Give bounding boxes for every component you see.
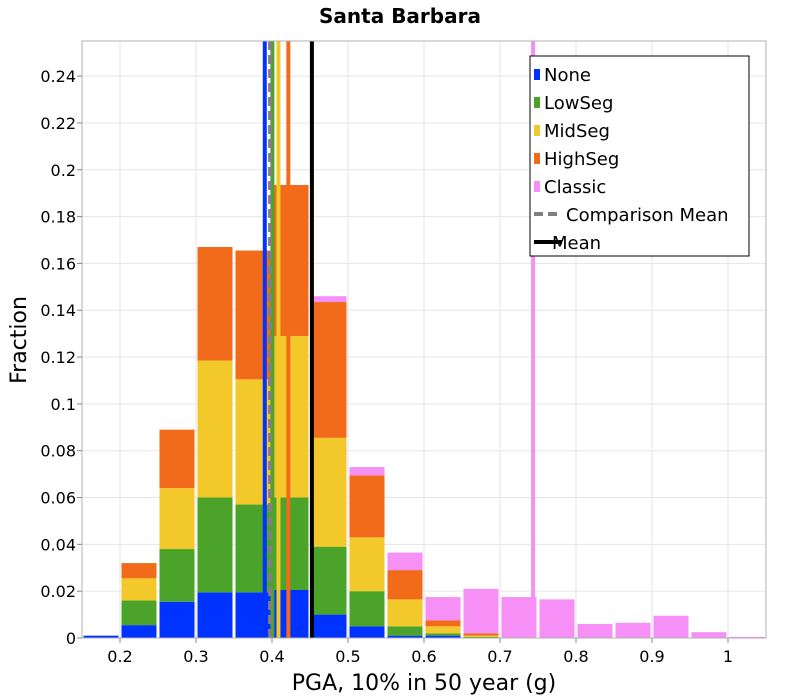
bar-classic-7 <box>349 467 385 476</box>
legend-label: Mean <box>552 233 601 254</box>
y-tick-label: 0.18 <box>40 208 76 227</box>
bar-lowseg-2 <box>159 549 195 602</box>
legend-swatch <box>534 97 540 108</box>
y-tick-label: 0.04 <box>40 535 76 554</box>
bar-none-3 <box>197 592 233 638</box>
bar-classic-12 <box>539 599 575 638</box>
y-axis-ticks: 0 0.02 0.04 0.06 0.08 0.1 0.12 0.14 0.16 0.18 0.2 0… <box>40 67 82 648</box>
bar-highseg-3 <box>197 247 233 361</box>
y-tick-label: 0.2 <box>51 161 76 180</box>
bar-midseg-3 <box>197 360 233 498</box>
y-tick-label: 0.02 <box>40 582 76 601</box>
bar-classic-15 <box>653 615 689 638</box>
bar-highseg-2 <box>159 429 195 489</box>
bar-lowseg-6 <box>311 546 347 615</box>
bar-lowseg-3 <box>197 497 233 593</box>
bar-midseg-2 <box>159 488 195 550</box>
y-tick-label: 0.16 <box>40 254 76 273</box>
legend-label: None <box>544 65 591 86</box>
legend-swatch <box>534 181 540 192</box>
bar-highseg-1 <box>121 563 157 579</box>
legend-box <box>529 55 750 257</box>
bar-lowseg-8 <box>387 626 423 636</box>
bar-lowseg-10 <box>463 636 499 638</box>
bar-highseg-8 <box>387 570 423 600</box>
bar-midseg-7 <box>349 537 385 592</box>
bar-highseg-6 <box>311 302 347 438</box>
x-axis-label: PGA, 10% in 50 year (g) <box>292 671 556 696</box>
x-tick-label: 0.2 <box>107 647 132 666</box>
bar-classic-11 <box>501 597 537 638</box>
bar-classic-8 <box>387 552 423 571</box>
bar-classic-14 <box>615 622 651 638</box>
bar-lowseg-9 <box>425 633 461 636</box>
bar-highseg-10 <box>463 633 499 636</box>
bar-classic-10 <box>463 588 499 634</box>
legend-label: HighSeg <box>544 149 619 170</box>
bar-none-1 <box>121 625 157 638</box>
x-axis-ticks: 0.2 0.3 0.4 0.5 0.6 0.7 0.8 0.9 1 <box>107 638 733 666</box>
x-tick-label: 0.7 <box>487 647 512 666</box>
bar-classic-16 <box>691 632 727 638</box>
x-tick-label: 0.4 <box>259 647 284 666</box>
legend-label: Comparison Mean <box>566 205 729 226</box>
bar-classic-17 <box>729 636 765 638</box>
bar-none-2 <box>159 601 195 638</box>
bar-lowseg-1 <box>121 600 157 626</box>
bar-classic-9 <box>425 597 461 621</box>
x-tick-label: 0.3 <box>183 647 208 666</box>
bar-midseg-10 <box>463 635 499 637</box>
x-tick-label: 0.6 <box>411 647 436 666</box>
bar-midseg-6 <box>311 437 347 547</box>
bar-highseg-7 <box>349 475 385 538</box>
y-axis-label: Fraction <box>7 296 32 384</box>
bar-none-9 <box>425 635 461 638</box>
y-tick-label: 0.22 <box>40 114 76 133</box>
y-tick-label: 0.24 <box>40 67 76 86</box>
x-tick-label: 1 <box>723 647 733 666</box>
legend-swatch <box>534 125 540 136</box>
legend-swatch <box>534 153 540 164</box>
legend-label: LowSeg <box>544 93 613 114</box>
bar-midseg-8 <box>387 599 423 627</box>
bar-classic-13 <box>577 623 613 638</box>
legend: None LowSeg MidSeg HighSeg Classic Comparison… <box>529 55 750 257</box>
y-tick-label: 0.08 <box>40 442 76 461</box>
bar-none-6 <box>311 614 347 638</box>
legend-label: Classic <box>544 177 606 198</box>
mean-lines <box>262 41 536 638</box>
bar-midseg-1 <box>121 578 157 601</box>
y-tick-label: 0.14 <box>40 301 76 320</box>
y-tick-label: 0.06 <box>40 489 76 508</box>
bar-midseg-9 <box>425 626 461 634</box>
bar-lowseg-7 <box>349 591 385 627</box>
x-tick-label: 0.5 <box>335 647 360 666</box>
bar-none-8 <box>387 635 423 638</box>
legend-label: MidSeg <box>544 121 610 142</box>
y-tick-label: 0.12 <box>40 348 76 367</box>
bar-none-0 <box>83 635 119 638</box>
y-tick-label: 0.1 <box>51 395 76 414</box>
y-tick-label: 0 <box>66 629 76 648</box>
chart-title: Santa Barbara <box>319 4 481 28</box>
legend-swatch <box>534 69 540 80</box>
bar-none-7 <box>349 626 385 638</box>
x-tick-label: 0.9 <box>639 647 664 666</box>
bar-classic-6 <box>311 296 347 303</box>
bar-highseg-9 <box>425 620 461 627</box>
x-tick-label: 0.8 <box>563 647 588 666</box>
